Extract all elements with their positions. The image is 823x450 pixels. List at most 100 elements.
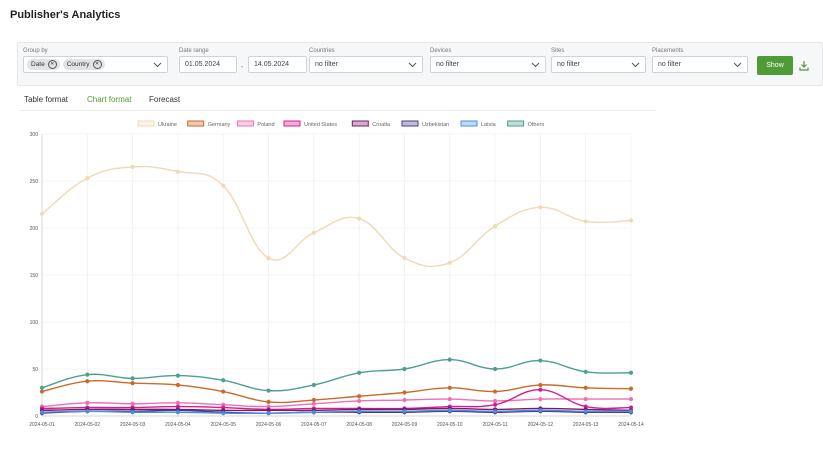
remove-chip-icon[interactable]: ✕ bbox=[47, 60, 57, 69]
devices-select[interactable]: no filter bbox=[430, 56, 546, 73]
y-tick-label: 150 bbox=[30, 273, 39, 279]
data-point-others bbox=[39, 385, 45, 390]
chevron-down-icon bbox=[531, 62, 540, 68]
tab-chart-format[interactable]: Chart format bbox=[87, 95, 132, 104]
data-point-latvia bbox=[130, 410, 135, 415]
data-point-ukraine bbox=[266, 255, 271, 261]
data-point-others bbox=[266, 388, 271, 393]
group-by-select[interactable]: Date ✕ Country ✕ bbox=[23, 56, 168, 73]
devices-filter: Devices no filter bbox=[430, 46, 546, 73]
group-by-chip-country[interactable]: Country ✕ bbox=[62, 59, 105, 70]
sites-filter: Sites no filter bbox=[551, 46, 646, 73]
download-icon[interactable] bbox=[799, 60, 809, 71]
data-point-poland bbox=[85, 400, 90, 405]
data-point-others bbox=[492, 366, 498, 372]
data-point-poland bbox=[402, 397, 407, 403]
data-point-germany bbox=[447, 385, 452, 390]
chevron-down-icon bbox=[153, 62, 162, 68]
data-point-ukraine bbox=[85, 176, 90, 181]
data-point-germany bbox=[39, 389, 45, 394]
data-point-ukraine bbox=[583, 219, 588, 224]
data-point-others bbox=[357, 370, 362, 375]
legend-swatch-latvia bbox=[460, 120, 478, 127]
group-by-filter: Group by Date ✕ Country ✕ bbox=[23, 46, 168, 73]
data-point-poland bbox=[130, 401, 135, 406]
tab-table-format[interactable]: Table format bbox=[24, 95, 69, 104]
data-point-others bbox=[175, 373, 181, 378]
chevron-down-icon bbox=[631, 62, 640, 68]
data-point-others bbox=[85, 372, 90, 377]
data-point-germany bbox=[130, 381, 135, 386]
data-point-latvia bbox=[402, 409, 407, 414]
x-tick-label: 2024-05-01 bbox=[29, 422, 55, 428]
chevron-down-icon bbox=[733, 62, 742, 68]
data-point-latvia bbox=[492, 409, 498, 414]
data-point-ukraine bbox=[447, 260, 452, 265]
show-button[interactable]: Show bbox=[757, 56, 793, 75]
data-point-ukraine bbox=[628, 218, 634, 223]
data-point-germany bbox=[583, 385, 588, 390]
series-line-latvia bbox=[41, 409, 632, 415]
countries-label: Countries bbox=[309, 48, 335, 54]
y-tick-label: 200 bbox=[30, 226, 39, 232]
y-tick-label: 300 bbox=[30, 132, 39, 138]
sites-select[interactable]: no filter bbox=[551, 56, 646, 73]
x-tick-label: 2024-05-03 bbox=[120, 422, 146, 428]
data-point-ukraine bbox=[492, 224, 498, 229]
chip-label: Date bbox=[31, 61, 45, 68]
data-point-latvia bbox=[85, 409, 90, 414]
legend-label-others: Others bbox=[528, 122, 545, 128]
data-point-latvia bbox=[39, 410, 45, 415]
data-point-latvia bbox=[266, 411, 271, 416]
group-by-label: Group by bbox=[23, 48, 48, 54]
line-chart: 0 50 100 150 200 250 300 2024-05-01 2024-05-02 20… bbox=[29, 120, 644, 428]
data-point-others bbox=[447, 357, 452, 362]
data-point-latvia bbox=[221, 411, 226, 416]
y-tick-label: 100 bbox=[30, 320, 39, 326]
countries-value: no filter bbox=[315, 61, 338, 68]
x-tick-label: 2024-05-02 bbox=[75, 422, 101, 428]
series-line-others bbox=[41, 358, 632, 392]
data-point-poland bbox=[583, 396, 588, 402]
remove-chip-icon[interactable]: ✕ bbox=[92, 60, 102, 69]
countries-filter: Countries no filter bbox=[309, 46, 423, 73]
data-point-others bbox=[583, 369, 588, 374]
series-line-ukraine bbox=[41, 165, 632, 268]
placements-select[interactable]: no filter bbox=[652, 56, 748, 73]
data-point-germany bbox=[311, 397, 316, 403]
x-tick-label: 2024-05-07 bbox=[301, 422, 327, 428]
placements-label: Placements bbox=[652, 48, 684, 54]
tab-forecast[interactable]: Forecast bbox=[149, 95, 181, 104]
date-range-separator: - bbox=[241, 64, 244, 71]
data-point-germany bbox=[492, 389, 498, 394]
data-point-poland bbox=[492, 398, 498, 404]
data-point-germany bbox=[266, 399, 271, 404]
devices-label: Devices bbox=[430, 48, 452, 54]
data-point-ukraine bbox=[311, 230, 316, 235]
group-by-chip-date[interactable]: Date ✕ bbox=[27, 59, 60, 70]
data-point-germany bbox=[538, 382, 543, 388]
legend-swatch-poland bbox=[236, 120, 254, 127]
data-point-ukraine bbox=[39, 211, 45, 217]
series-line-germany bbox=[41, 379, 632, 404]
filter-bar: Group by Date ✕ Country ✕ Date range 01.05.… bbox=[17, 42, 823, 86]
series-line-united-states bbox=[41, 388, 632, 411]
data-point-ukraine bbox=[175, 169, 181, 174]
legend-swatch-germany bbox=[187, 120, 205, 127]
date-to-input[interactable]: 14.05.2024 bbox=[248, 56, 307, 73]
countries-select[interactable]: no filter bbox=[309, 56, 423, 73]
chevron-down-icon bbox=[408, 62, 417, 68]
data-point-poland bbox=[447, 396, 452, 402]
data-point-others bbox=[221, 378, 226, 383]
series-line-poland bbox=[41, 398, 631, 408]
series-line-croatia bbox=[41, 407, 632, 412]
data-point-ukraine bbox=[221, 183, 226, 188]
legend-label-germany: Germany bbox=[208, 122, 231, 128]
x-tick-label: 2024-05-11 bbox=[482, 422, 507, 428]
data-point-germany bbox=[175, 382, 181, 388]
data-point-others bbox=[130, 376, 135, 381]
data-point-poland bbox=[628, 396, 634, 402]
date-from-input[interactable]: 01.05.2024 bbox=[179, 56, 237, 73]
data-point-latvia bbox=[447, 408, 452, 413]
data-point-latvia bbox=[357, 409, 362, 414]
